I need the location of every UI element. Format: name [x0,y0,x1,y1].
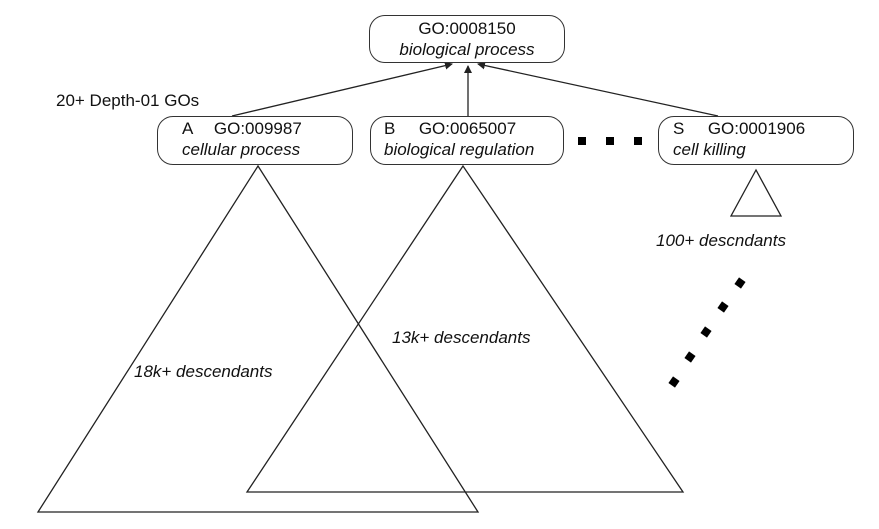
descendants-label-s: 100+ descndants [656,231,786,250]
node-s-letter: S [673,119,685,138]
edge-s-to-root [477,61,719,117]
triangle-s-descendants [729,168,783,217]
triangle-a-descendants [36,164,480,513]
node-a-name: cellular process [182,140,301,159]
node-a-go-id: GO:009987 [213,119,302,138]
node-b-letter: B [384,119,396,138]
root-go-id: GO:0008150 [418,19,516,38]
ellipsis-dot [578,137,586,145]
descendants-label-a: 18k+ descendants [134,362,273,381]
edge-a-to-root [231,61,453,117]
node-a-letter: A [182,119,193,138]
node-b-name: biological regulation [384,140,535,159]
node-a: A GO:009987 cellular process [157,116,353,165]
triangle-b-descendants [245,164,685,493]
ellipsis-dot [634,137,642,145]
node-b: B GO:0065007 biological regulation [370,116,564,165]
node-s: S GO:0001906 cell killing [658,116,854,165]
root-go-name: biological process [399,40,535,59]
node-s-go-id: GO:0001906 [707,119,806,138]
node-b-go-id: GO:0065007 [418,119,517,138]
descendants-label-b: 13k+ descendants [392,328,531,347]
root-node: GO:0008150 biological process [369,15,565,63]
ellipsis-dot [606,137,614,145]
depth-label: 20+ Depth-01 GOs [56,91,200,110]
node-s-name: cell killing [673,140,746,159]
